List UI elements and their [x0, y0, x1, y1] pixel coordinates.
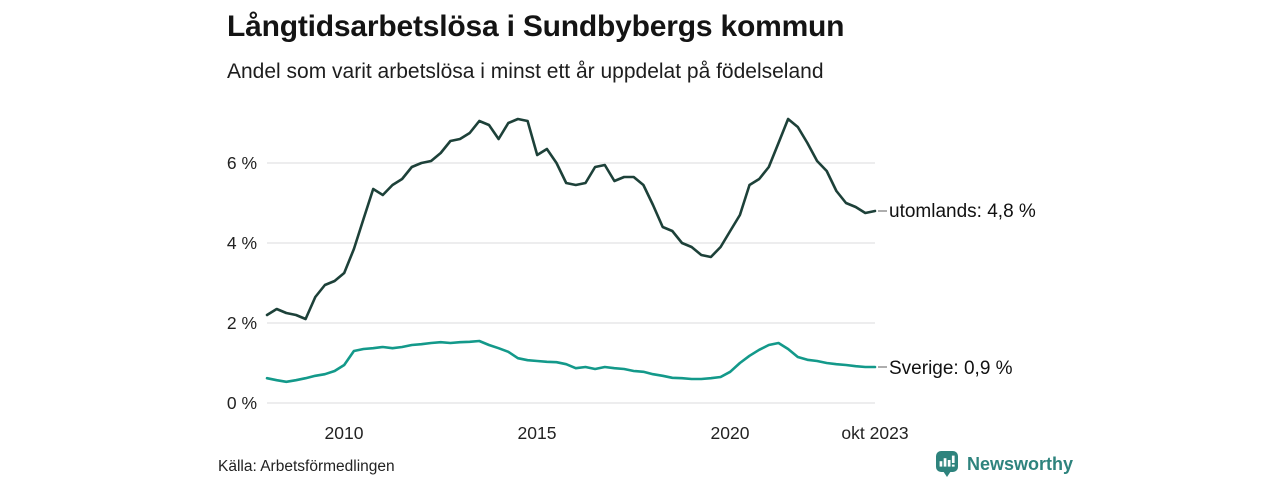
x-tick-label: 2020 [710, 423, 750, 443]
x-tick-label: 2010 [324, 423, 364, 443]
x-tick-label: 2015 [517, 423, 557, 443]
brand-name: Newsworthy [967, 453, 1074, 474]
series-label-utomlands: utomlands: 4,8 % [889, 201, 1036, 222]
x-tick-label: okt 2023 [841, 423, 909, 443]
y-tick-label: 4 % [226, 233, 257, 253]
utomlands-line [265, 117, 877, 321]
page-title: Långtidsarbetslösa i Sundbybergs kommun [227, 10, 845, 43]
y-tick-label: 6 % [226, 153, 257, 173]
source-note: Källa: Arbetsförmedlingen [218, 458, 395, 475]
line-chart [265, 117, 887, 404]
series-label-sverige: Sverige: 0,9 % [889, 358, 1013, 379]
y-tick-label: 0 % [226, 393, 257, 413]
y-tick-label: 2 % [226, 313, 257, 333]
sverige-line [265, 339, 877, 384]
page-subtitle: Andel som varit arbetslösa i minst ett å… [227, 60, 824, 83]
newsworthy-icon [936, 451, 958, 477]
newsworthy-logo[interactable]: Newsworthy [935, 450, 1073, 478]
